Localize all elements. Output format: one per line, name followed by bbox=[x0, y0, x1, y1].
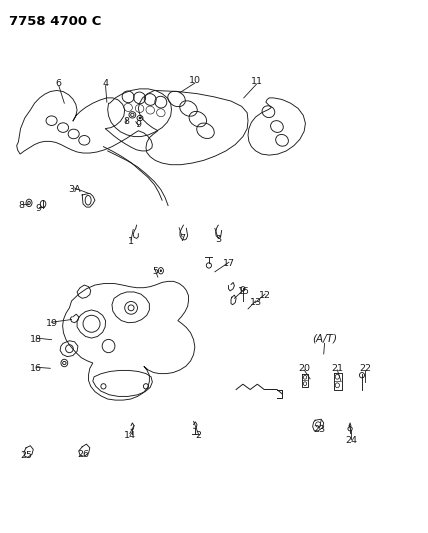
Ellipse shape bbox=[160, 269, 162, 272]
Text: (A/T): (A/T) bbox=[312, 333, 337, 343]
Text: 9: 9 bbox=[36, 204, 42, 213]
Text: 3: 3 bbox=[215, 236, 221, 245]
Text: 11: 11 bbox=[250, 77, 262, 86]
Text: 5: 5 bbox=[152, 268, 158, 276]
Ellipse shape bbox=[139, 117, 141, 119]
Text: 6: 6 bbox=[56, 79, 62, 88]
Text: 26: 26 bbox=[77, 450, 89, 459]
Text: 9: 9 bbox=[136, 120, 142, 129]
Text: 22: 22 bbox=[359, 364, 371, 373]
Text: 1: 1 bbox=[128, 237, 134, 246]
Text: 2: 2 bbox=[195, 431, 201, 440]
Text: 15: 15 bbox=[238, 287, 250, 296]
Text: 16: 16 bbox=[30, 365, 42, 373]
Text: 19: 19 bbox=[45, 319, 57, 328]
Text: 14: 14 bbox=[124, 431, 136, 440]
Text: 8: 8 bbox=[123, 117, 129, 126]
Text: 24: 24 bbox=[345, 436, 357, 445]
Text: 13: 13 bbox=[250, 298, 262, 307]
Text: 12: 12 bbox=[259, 291, 271, 300]
Text: 25: 25 bbox=[20, 451, 32, 461]
Text: 4: 4 bbox=[103, 79, 109, 88]
Text: 17: 17 bbox=[223, 260, 235, 268]
Text: 20: 20 bbox=[298, 364, 310, 373]
Text: 3A: 3A bbox=[68, 185, 81, 194]
Text: 21: 21 bbox=[331, 364, 343, 373]
Text: 18: 18 bbox=[30, 335, 42, 344]
Text: 8: 8 bbox=[19, 201, 25, 210]
Text: 7: 7 bbox=[179, 234, 185, 243]
Text: 7758 4700 C: 7758 4700 C bbox=[9, 14, 101, 28]
Text: 10: 10 bbox=[189, 76, 201, 85]
Text: 23: 23 bbox=[313, 425, 326, 434]
